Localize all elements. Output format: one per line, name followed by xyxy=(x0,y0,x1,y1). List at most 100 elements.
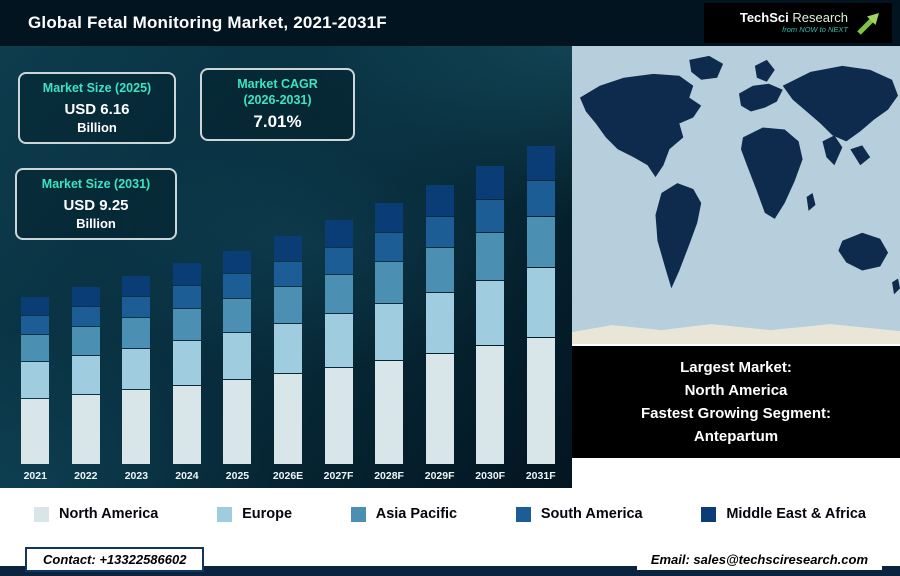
bar-segment-south-america xyxy=(71,306,100,326)
x-axis-label: 2028F xyxy=(374,470,404,482)
legend-item-asia-pacific: Asia Pacific xyxy=(350,506,458,522)
bar-segment-asia-pacific xyxy=(21,334,50,361)
brand-logo: TechSci Research from NOW to NEXT xyxy=(704,3,892,43)
bar-segment-south-america xyxy=(375,232,404,261)
bar-segment-north-america xyxy=(122,390,151,464)
bar-column-2027f: 2027F xyxy=(313,220,364,488)
bar-stack xyxy=(21,296,50,464)
bar-stack xyxy=(476,166,505,464)
bar-column-2025: 2025 xyxy=(212,250,263,488)
region-southeast-asia xyxy=(850,145,871,166)
bar-segment-south-america xyxy=(223,274,252,298)
x-axis-label: 2027F xyxy=(323,470,354,482)
bar-column-2028f: 2028F xyxy=(364,203,415,488)
bar-stack xyxy=(223,250,252,464)
legend-swatch xyxy=(350,506,366,522)
stat-value: 7.01% xyxy=(253,112,302,132)
x-axis-label: 2023 xyxy=(124,470,149,482)
bar-column-2030f: 2030F xyxy=(465,166,516,488)
bar-segment-south-america xyxy=(172,286,201,309)
stat-unit: Billion xyxy=(76,215,116,231)
legend-label: Europe xyxy=(242,506,293,522)
bar-segment-north-america xyxy=(21,398,50,464)
bar-segment-europe xyxy=(172,341,201,385)
brand-name-secondary: Research xyxy=(792,10,848,26)
stat-label: Market Size (2031) xyxy=(41,177,151,191)
stat-box-market-cagr: Market CAGR (2026-2031) 7.01% xyxy=(200,68,355,142)
stat-value: USD 9.25 xyxy=(63,196,129,214)
bar-segment-europe xyxy=(425,292,454,354)
bar-segment-asia-pacific xyxy=(476,232,505,280)
stat-label-line1: Market CAGR xyxy=(237,77,318,91)
x-axis-label: 2022 xyxy=(74,470,98,482)
bar-segment-north-america xyxy=(172,385,201,464)
legend-item-north-america: North America xyxy=(34,506,158,522)
chart-area: Market Size (2025) USD 6.16 Billion Mark… xyxy=(0,46,572,488)
bar-stack xyxy=(375,203,404,464)
header: Global Fetal Monitoring Market, 2021-203… xyxy=(0,0,900,46)
continent-north-america xyxy=(579,73,702,178)
stat-label: Market Size (2025) xyxy=(42,81,152,95)
legend-swatch xyxy=(515,506,531,522)
bar-stack xyxy=(526,145,555,464)
bar-segment-europe xyxy=(223,333,252,380)
bar-segment-asia-pacific xyxy=(274,287,302,323)
bar-stack xyxy=(324,220,353,464)
bar-segment-europe xyxy=(122,348,151,390)
bar-segment-north-america xyxy=(526,338,555,464)
bar-segment-europe xyxy=(375,303,404,361)
bar-segment-south-america xyxy=(324,247,353,275)
brand-name-primary: TechSci xyxy=(739,10,789,26)
footer: Contact: +13322586602 Email: sales@techs… xyxy=(0,540,900,576)
x-axis-label: 2030F xyxy=(475,470,506,482)
brand-text: TechSci Research from NOW to NEXT xyxy=(739,10,848,35)
bar-segment-south-america xyxy=(476,199,505,232)
bar-segment-middle-east-africa xyxy=(223,250,252,274)
bar-segment-south-america xyxy=(122,296,151,318)
legend-item-europe: Europe xyxy=(217,506,292,522)
bar-segment-south-america xyxy=(274,261,302,287)
stat-value: USD 6.16 xyxy=(64,100,130,118)
bar-segment-middle-east-africa xyxy=(274,235,302,261)
bar-segment-south-america xyxy=(526,180,555,216)
bar-segment-asia-pacific xyxy=(324,275,353,314)
arrow-up-right-icon xyxy=(857,13,879,35)
bar-stack xyxy=(122,275,151,464)
continent-europe xyxy=(738,83,783,112)
legend-label: Asia Pacific xyxy=(375,506,458,522)
bar-segment-middle-east-africa xyxy=(324,220,353,247)
island-greenland xyxy=(689,55,724,80)
bar-stack xyxy=(274,235,302,464)
chart-legend: North America Europe Asia Pacific South Ame… xyxy=(0,488,900,540)
stat-box-market-size-2031: Market Size (2031) USD 9.25 Billion xyxy=(15,168,177,240)
footer-accent-bar xyxy=(0,566,900,576)
bar-segment-south-america xyxy=(21,315,50,334)
x-axis-label: 2026E xyxy=(272,470,304,482)
legend-item-middle-east-africa: Middle East & Africa xyxy=(701,506,866,522)
legend-swatch xyxy=(701,506,717,522)
stat-box-market-size-2025: Market Size (2025) USD 6.16 Billion xyxy=(18,72,176,144)
bar-column-2024: 2024 xyxy=(162,263,213,488)
continent-australia xyxy=(838,232,889,271)
legend-label: South America xyxy=(540,506,643,522)
map-note: Largest Market: North America Fastest Gr… xyxy=(572,346,900,458)
right-column: Largest Market: North America Fastest Gr… xyxy=(572,46,900,488)
continent-antarctica xyxy=(572,324,900,344)
bar-column-2026e: 2026E xyxy=(263,235,314,488)
region-india xyxy=(822,135,843,166)
bar-segment-europe xyxy=(274,323,302,374)
bar-segment-europe xyxy=(476,280,505,346)
stat-label: Market CAGR (2026-2031) xyxy=(210,77,345,108)
bar-segment-north-america xyxy=(274,374,302,464)
x-axis-label: 2025 xyxy=(225,470,250,482)
x-axis-label: 2021 xyxy=(23,470,47,482)
bar-column-2031f: 2031F xyxy=(515,145,566,488)
bar-stack xyxy=(425,185,454,464)
bar-column-2021: 2021 xyxy=(10,296,61,488)
stacked-bar-chart: 2021 2022 2023 2024 2025 2026E 2027F 2028F 2029F… xyxy=(10,46,566,488)
bar-segment-europe xyxy=(71,355,100,394)
bar-segment-south-america xyxy=(425,216,454,247)
contact-info: Contact: +13322586602 xyxy=(25,547,205,572)
island-new-zealand xyxy=(892,278,900,295)
